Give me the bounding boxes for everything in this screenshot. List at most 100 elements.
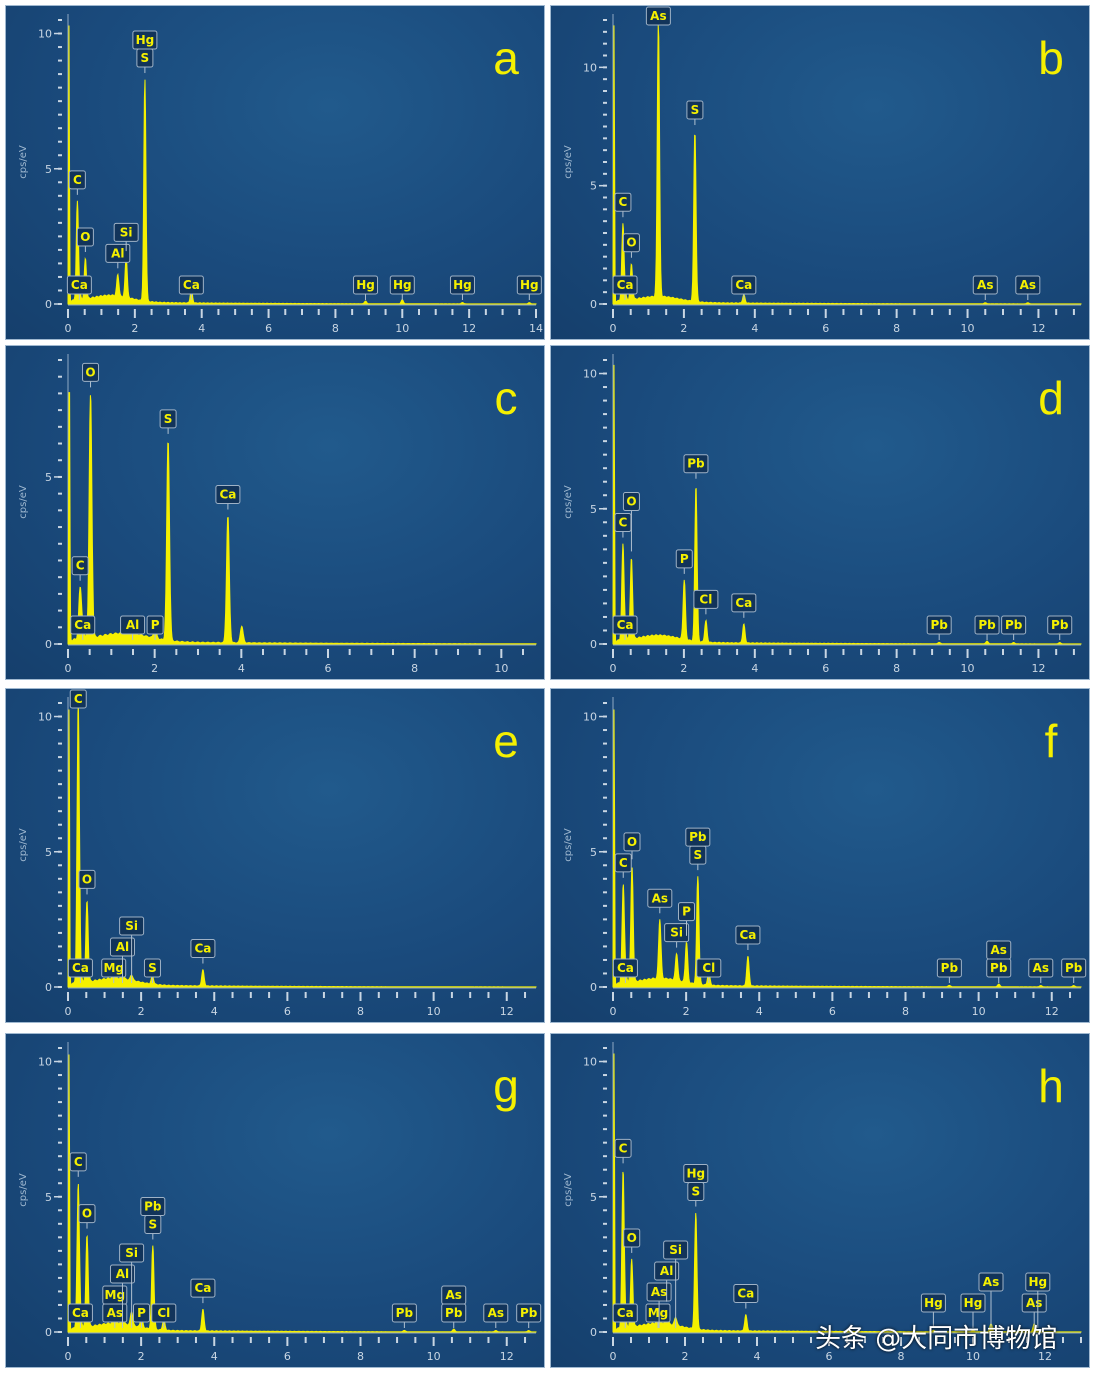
y-tick-label: 0 [45,1326,52,1339]
spectrum-chart: 0 5 10 cps/eV 0 2 4 6 8 10 12 C Ca O P Pb Cl Ca Pb Pb Pb Pb d [563,354,1082,675]
peak-label-box [132,1303,150,1323]
peak-label-ca: Ca [735,596,752,610]
peak-label-pb: Pb [1051,618,1069,632]
y-axis-label: cps/eV [18,485,29,519]
peak-label-s: S [164,412,173,426]
peak-label-box [143,958,161,978]
x-tick-label: 4 [211,1005,218,1018]
peak-label-box [693,589,719,609]
peak-label-pb: Pb [941,961,959,975]
peak-label-pb: Pb [990,961,1008,975]
spectrum-area [67,702,537,988]
peak-label-hg: Hg [136,33,155,47]
x-tick-label: 10 [427,1005,441,1018]
x-tick-label: 2 [683,1005,690,1018]
x-tick-label: 4 [754,1350,761,1363]
watermark: 头条 @大同市博物馆 [815,1324,1058,1354]
x-tick-label: 10 [972,1005,986,1018]
x-tick-label: 8 [893,662,900,675]
peak-label-pb: Pb [520,1306,538,1320]
peak-label-hg: Hg [393,278,412,292]
peak-label-pb: Pb [445,1306,463,1320]
peak-label-box [190,1278,216,1298]
peak-label-box [1061,958,1087,978]
peak-label-ca: Ca [617,278,634,292]
peak-label-box [683,454,709,474]
peak-label-as: As [650,9,666,23]
peak-label-as: As [651,1285,667,1299]
peak-label-c: C [74,1155,83,1169]
peak-label-box [483,1303,509,1323]
peak-label-as: As [488,1306,504,1320]
peak-label-pb: Pb [1005,618,1023,632]
y-tick-label: 5 [590,846,597,859]
spectrum-area [612,24,1082,305]
peak-label-box [645,1303,671,1323]
peak-label-box [68,170,86,190]
peak-label-p: P [682,905,691,919]
peak-label-box [391,1303,417,1323]
x-tick-label: 4 [751,662,758,675]
peak-label-box [622,233,640,253]
x-tick-label: 4 [751,322,758,335]
peak-label-c: C [74,692,83,706]
x-tick-label: 4 [198,322,205,335]
peak-label-al: Al [126,618,139,632]
peak-label-c: C [73,173,82,187]
peak-label-box [120,615,146,635]
spectrum-panel-c: 0 5 cps/eV 0 2 4 6 8 10 C Ca O Al P S Ca c [5,345,545,680]
peak-label-as: As [1033,961,1049,975]
peak-label-box [1015,275,1041,295]
peak-label-box [67,958,93,978]
spectrum-chart: 0 5 10 cps/eV 0 2 4 6 8 10 12 C Ca O As S Ca As As b [563,6,1082,335]
peak-label-cl: Cl [699,592,712,606]
peak-label-box [731,275,757,295]
x-tick-label: 0 [610,662,617,675]
panel-letter: f [1045,715,1058,767]
panel-letter: a [493,32,519,84]
peak-label-box [664,923,690,943]
peak-label-ca: Ca [72,961,89,975]
x-tick-label: 12 [500,1350,514,1363]
peak-label-pb: Pb [689,830,707,844]
peak-label-box [449,275,475,295]
y-tick-label: 10 [583,61,597,74]
x-tick-label: 0 [65,322,72,335]
peak-label-al: Al [660,1264,673,1278]
peak-label-al: Al [116,1267,129,1281]
peak-label-o: O [82,872,92,886]
peak-label-box [920,1293,946,1313]
peak-label-o: O [82,1207,92,1221]
peak-label-box [78,1204,96,1224]
x-tick-label: 8 [411,662,418,675]
peak-label-box [623,832,641,852]
peak-label-box [614,1138,632,1158]
peak-label-box [82,362,100,382]
x-tick-label: 6 [829,1005,836,1018]
peak-label-s: S [141,51,150,65]
y-tick-label: 10 [38,711,52,724]
x-tick-label: 8 [332,322,339,335]
peak-label-box [612,615,638,635]
peak-label-o: O [626,236,636,250]
x-tick-label: 2 [131,322,138,335]
spectrum-panel-h: 0 5 10 cps/eV 0 2 4 6 8 10 12 C Ca O Mg As Al Si S Hg Ca Hg Hg… [550,1033,1090,1368]
x-tick-label: 10 [494,662,508,675]
x-tick-label: 0 [65,1005,72,1018]
peak-label-box [389,275,415,295]
y-tick-label: 10 [38,28,52,41]
peak-label-box [612,958,638,978]
peak-label-box [614,192,632,212]
peak-label-box [612,1303,638,1323]
x-tick-label: 6 [284,1350,291,1363]
panel-letter: h [1038,1060,1064,1112]
spectrum-area [612,1053,1082,1333]
y-tick-label: 10 [583,368,597,381]
spectrum-area [612,364,1082,645]
peak-label-mg: Mg [105,1288,126,1302]
peak-label-ca: Ca [72,1306,89,1320]
peak-label-as: As [977,278,993,292]
peak-label-ca: Ca [219,487,236,501]
peak-label-o: O [627,835,637,849]
peak-label-box [113,222,139,242]
